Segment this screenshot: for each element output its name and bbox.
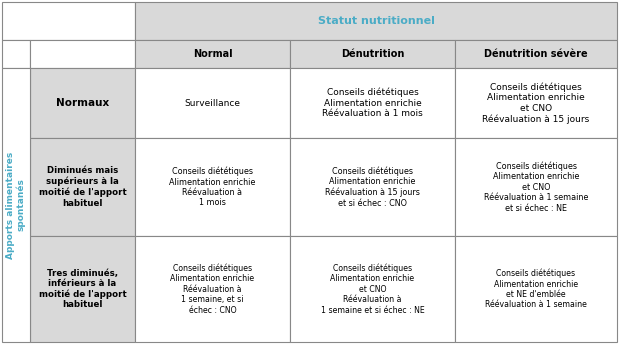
Text: Conseils diététiques
Alimentation enrichie
et NE d'emblée
Réévaluation à 1 semai: Conseils diététiques Alimentation enrich…: [485, 269, 587, 309]
Bar: [135, 68, 290, 138]
Text: Statut nutritionnel: Statut nutritionnel: [318, 16, 435, 26]
Bar: [290, 138, 455, 236]
Bar: [455, 68, 617, 138]
Bar: [455, 138, 617, 236]
Bar: [30, 40, 135, 68]
Bar: [2, 2, 135, 40]
Text: Dénutrition: Dénutrition: [341, 49, 404, 59]
Bar: [290, 68, 455, 138]
Text: Normal: Normal: [193, 49, 232, 59]
Bar: [135, 2, 617, 40]
Bar: [455, 236, 617, 342]
Text: Apports alimentaires
spontanés: Apports alimentaires spontanés: [6, 151, 26, 259]
Text: Diminués mais
supérieurs à la
moitié de l'apport
habituel: Diminués mais supérieurs à la moitié de …: [38, 166, 126, 208]
Text: Conseils diététiques
Alimentation enrichie
Réévaluation à
1 mois: Conseils diététiques Alimentation enrich…: [170, 166, 256, 207]
Text: Conseils diététiques
Alimentation enrichie
Réévaluation à
1 semaine, et si
échec: Conseils diététiques Alimentation enrich…: [170, 264, 254, 314]
Bar: [2, 40, 30, 68]
Text: Tres diminués,
inférieurs à la
moitié de l'apport
habituel: Tres diminués, inférieurs à la moitié de…: [38, 269, 126, 309]
Bar: [135, 40, 290, 68]
Bar: [30, 138, 135, 236]
Bar: [30, 236, 135, 342]
Bar: [290, 40, 455, 68]
Text: Surveillance: Surveillance: [184, 98, 241, 107]
Bar: [290, 236, 455, 342]
Text: Normaux: Normaux: [56, 98, 109, 108]
Text: Conseils diététiques
Alimentation enrichie
et CNO
Réévaluation à 15 jours: Conseils diététiques Alimentation enrich…: [482, 82, 590, 123]
Text: Conseils diététiques
Alimentation enrichie
et CNO
Réévaluation à
1 semaine et si: Conseils diététiques Alimentation enrich…: [321, 264, 425, 314]
Text: Dénutrition sévère: Dénutrition sévère: [484, 49, 588, 59]
Bar: [135, 236, 290, 342]
Bar: [2, 68, 30, 342]
Text: Conseils diététiques
Alimentation enrichie
et CNO
Réévaluation à 1 semaine
et si: Conseils diététiques Alimentation enrich…: [484, 161, 588, 213]
Bar: [455, 40, 617, 68]
Bar: [135, 138, 290, 236]
Text: Conseils diététiques
Alimentation enrichie
Réévaluation à 15 jours
et si échec :: Conseils diététiques Alimentation enrich…: [325, 166, 420, 208]
Bar: [30, 68, 135, 138]
Text: Conseils diététiques
Alimentation enrichie
Réévaluation à 1 mois: Conseils diététiques Alimentation enrich…: [322, 88, 423, 118]
